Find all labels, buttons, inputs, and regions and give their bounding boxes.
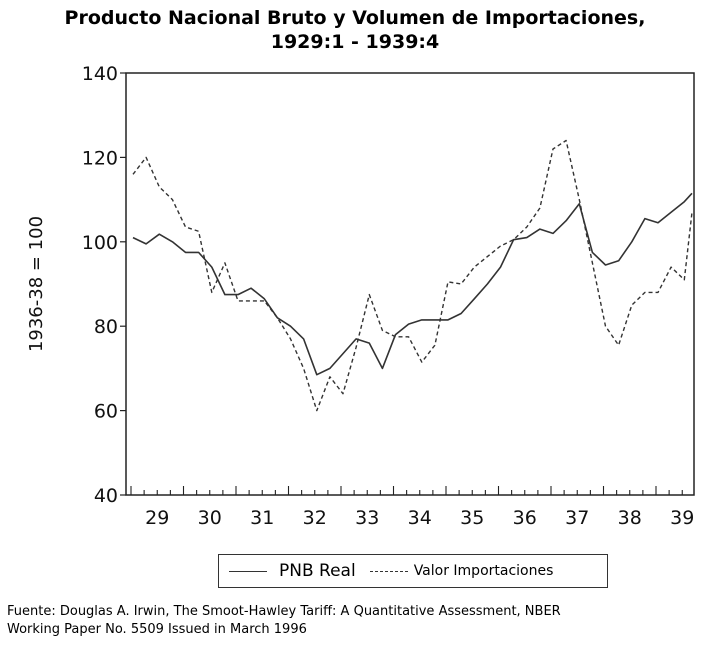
y-axis-ticks: 40 60 80 100 120 140 [82,63,126,507]
x-tick-label: 33 [355,507,379,529]
x-tick-label: 39 [670,507,694,529]
legend-swatch-solid [229,570,267,572]
series-lines [132,139,693,412]
legend-label-pnb-real: PNB Real [279,561,356,581]
x-tick-label: 32 [303,507,327,529]
x-tick-label: 38 [618,507,642,529]
series-line-valor-importaciones [132,139,693,412]
x-tick-label: 29 [145,507,169,529]
series-line-pnb-real [132,192,693,376]
y-tick-label: 60 [94,401,118,423]
source-note: Fuente: Douglas A. Irwin, The Smoot-Hawl… [7,603,707,639]
line-chart: 40 60 80 100 120 140 29 30 31 32 33 34 35 36 37 38 39 1… [26,63,695,529]
x-tick-label: 36 [513,507,537,529]
chart-title-block: Producto Nacional Bruto y Volumen de Imp… [0,6,710,54]
source-line-1: Fuente: Douglas A. Irwin, The Smoot-Hawl… [7,604,561,619]
legend-swatch-dashed [369,570,408,572]
y-tick-label: 140 [82,63,118,85]
x-tick-label: 34 [408,507,432,529]
y-tick-label: 40 [94,485,118,507]
chart-title: Producto Nacional Bruto y Volumen de Imp… [64,7,646,29]
x-tick-label: 35 [460,507,484,529]
legend-label-valor-importaciones: Valor Importaciones [413,563,554,579]
y-tick-label: 100 [82,232,118,254]
chart-subtitle: 1929:1 - 1939:4 [270,31,440,53]
y-tick-label: 80 [94,316,118,338]
y-axis-label: 1936-38 = 100 [26,216,47,352]
y-tick-label: 120 [82,147,118,169]
legend: PNB Real Valor Importaciones [218,554,608,588]
plot-area-frame [125,72,695,496]
legend-item-pnb-real: PNB Real [219,561,356,581]
legend-item-valor-importaciones: Valor Importaciones [356,563,554,579]
x-tick-label: 31 [250,507,274,529]
x-axis-ticks: 29 30 31 32 33 34 35 36 37 38 39 [130,486,694,529]
source-line-2: Working Paper No. 5509 Issued in March 1… [7,622,307,637]
x-tick-label: 37 [565,507,589,529]
x-tick-label: 30 [198,507,222,529]
